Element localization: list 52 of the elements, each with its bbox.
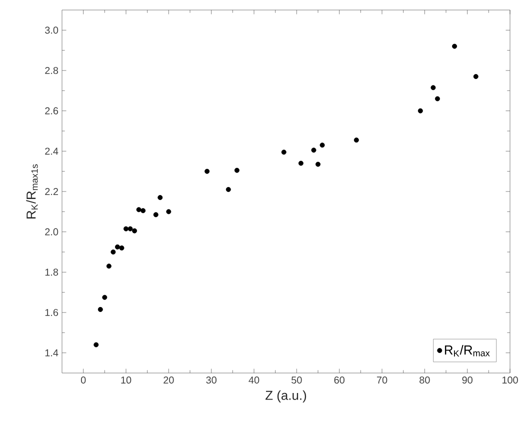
y-tick-label: 1.4: [45, 349, 58, 356]
y-tick-label: 2.8: [45, 66, 58, 74]
point: [94, 342, 99, 348]
point: [234, 168, 240, 173]
y-tick-label: 1.6: [45, 308, 58, 316]
x-tick-label: 10: [121, 376, 132, 384]
legend-label: R$_{K}$/R$_{max}$: [444, 345, 490, 357]
y-tick-label: 2.6: [45, 107, 58, 114]
point: [132, 228, 138, 234]
x-tick-label: 70: [376, 376, 388, 384]
point: [298, 160, 304, 166]
y-tick-label: 2.4: [45, 148, 58, 155]
point: [430, 85, 436, 90]
point: [434, 96, 440, 102]
x-tick-label: 50: [292, 376, 302, 384]
point: [128, 226, 133, 232]
y-axis-title: R$_{K}$/R$_{max1s}$: [26, 164, 38, 218]
point: [110, 250, 116, 254]
x-tick-label: 30: [206, 376, 216, 384]
point: [136, 207, 142, 212]
point: [114, 244, 120, 250]
x-tick-label: 100: [502, 376, 518, 384]
y-tick-label: 2.0: [45, 228, 58, 236]
x-axis-title: Z (a.u.): [266, 390, 306, 402]
point: [106, 264, 112, 269]
y-tick-label: 1.8: [45, 268, 58, 276]
x-tick-label: 80: [420, 376, 430, 384]
point: [158, 195, 163, 200]
point: [204, 168, 210, 174]
point: [119, 245, 124, 250]
x-tick-label: 0: [80, 376, 86, 384]
point: [166, 209, 172, 214]
x-tick-label: 20: [164, 376, 174, 384]
point: [320, 142, 325, 148]
x-tick-label: 40: [248, 376, 260, 384]
point: [316, 162, 320, 167]
point: [281, 150, 286, 155]
y-tick-label: 3.0: [45, 26, 58, 34]
point: [226, 186, 231, 192]
x-tick-label: 60: [334, 376, 344, 384]
point: [102, 294, 108, 300]
point: [311, 148, 316, 153]
point: [153, 212, 158, 218]
point: [140, 208, 146, 214]
x-tick-label: 90: [462, 376, 472, 384]
point: [124, 226, 128, 232]
point: [98, 306, 103, 312]
point: [473, 74, 478, 80]
point: [354, 138, 359, 143]
point: [452, 44, 458, 49]
point: [418, 108, 423, 114]
y-tick-label: 2.2: [45, 188, 58, 195]
